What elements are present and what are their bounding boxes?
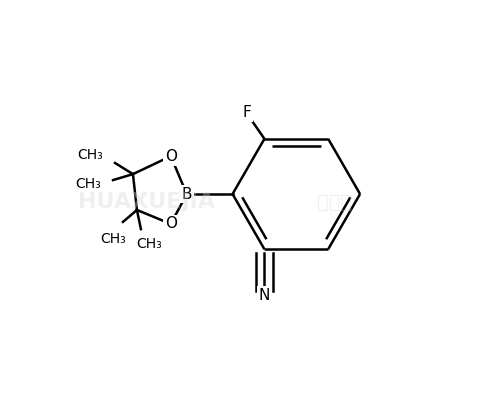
- Text: CH₃: CH₃: [100, 232, 126, 246]
- Text: CH₃: CH₃: [77, 148, 103, 162]
- Text: 化学加: 化学加: [317, 192, 352, 212]
- Text: O: O: [165, 217, 177, 231]
- Text: N: N: [259, 288, 270, 303]
- Text: HUAXUEJIA: HUAXUEJIA: [78, 192, 215, 212]
- Text: CH₃: CH₃: [75, 177, 101, 191]
- Text: F: F: [242, 105, 251, 120]
- Text: O: O: [165, 149, 177, 164]
- Text: B: B: [181, 187, 192, 202]
- Text: CH₃: CH₃: [136, 237, 162, 251]
